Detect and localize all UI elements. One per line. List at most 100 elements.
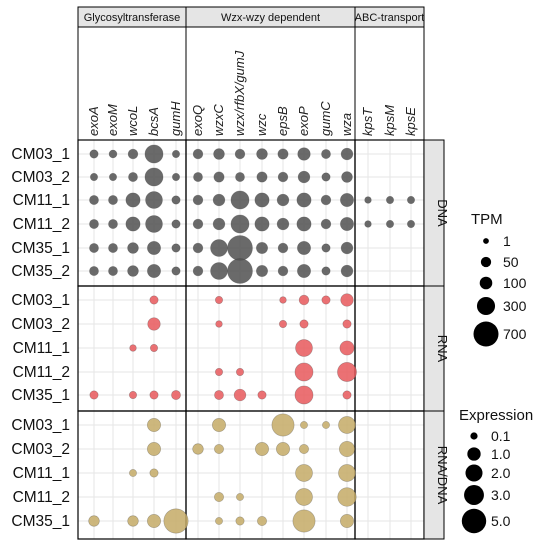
bubble-RNA-4-8 [257, 390, 267, 400]
bubble-RNA-0-3 [149, 295, 159, 305]
bubble-DNA-3-12 [340, 217, 354, 231]
gene-label: gumH [168, 101, 183, 136]
bubble-DNA-3-0 [89, 219, 99, 229]
gene-label: wza [339, 113, 354, 136]
tpm-legend-dot-4 [473, 321, 499, 347]
bubble-RNA-1-10 [299, 319, 309, 329]
gene-label: exoQ [190, 105, 205, 136]
gene-label: exoM [105, 104, 120, 136]
bubble-RNA/DNA-2-10 [295, 464, 313, 482]
bubble-DNA-5-10 [297, 264, 311, 278]
bubble-DNA-0-12 [340, 147, 354, 161]
bubble-RNA-3-6 [215, 367, 224, 376]
bubble-DNA-3-2 [125, 216, 141, 232]
bubble-DNA-4-2 [127, 242, 139, 254]
bubble-RNA-1-9 [278, 319, 287, 328]
bubble-DNA-4-6 [210, 239, 228, 257]
bubble-RNA/DNA-3-10 [295, 488, 313, 506]
bubble-DNA-5-6 [210, 262, 228, 280]
sample-label: CM03_1 [11, 417, 70, 434]
expr-legend-dot-1 [467, 447, 481, 461]
expr-legend-label: 0.1 [491, 428, 511, 444]
bubble-RNA-0-6 [215, 295, 224, 304]
bubble-DNA-2-12 [340, 193, 354, 207]
bubble-DNA-2-11 [320, 194, 332, 206]
bubble-DNA-2-9 [276, 193, 290, 207]
sample-label: CM11_2 [13, 216, 70, 233]
gene-label: kpsT [360, 107, 375, 136]
bubble-DNA-0-10 [297, 147, 311, 161]
bubble-RNA/DNA-1-12 [339, 441, 355, 457]
bubble-DNA-3-6 [212, 217, 226, 231]
bubble-RNA-4-0 [89, 390, 99, 400]
bubble-RNA/DNA-4-0 [88, 515, 100, 527]
expr-legend-title: Expression [459, 407, 533, 424]
bubble-RNA-4-10 [294, 385, 314, 405]
bubble-DNA-3-10 [296, 216, 312, 232]
sample-label: CM03_2 [11, 316, 70, 333]
bubble-DNA-5-9 [277, 265, 289, 277]
gene-label: wzxC [211, 104, 226, 136]
bubble-RNA/DNA-0-3 [147, 418, 161, 432]
bubble-RNA-3-10 [294, 362, 314, 382]
bubble-RNA/DNA-4-4 [163, 508, 189, 534]
bubble-DNA-1-1 [109, 173, 118, 182]
bubble-RNA-4-2 [129, 390, 138, 399]
bubble-DNA-4-8 [256, 242, 268, 254]
tpm-legend-label: 300 [503, 298, 527, 314]
bubble-DNA-4-4 [171, 243, 181, 253]
bubble-DNA-3-4 [171, 219, 181, 229]
bubble-RNA/DNA-2-3 [149, 468, 159, 478]
tpm-legend-dot-0 [483, 238, 489, 244]
sample-label: CM35_1 [11, 387, 70, 404]
bubble-RNA/DNA-1-8 [255, 442, 269, 456]
frame-layer [77, 6, 445, 540]
sample-label: CM11_1 [13, 340, 70, 357]
bubble-DNA-1-0 [90, 173, 99, 182]
bubble-DNA-1-6 [213, 171, 225, 183]
bubble-DNA-0-2 [127, 148, 139, 160]
bubble-DNA-3-14 [385, 220, 394, 229]
panel-box-2-1 [185, 410, 356, 540]
bubble-RNA-4-4 [171, 390, 181, 400]
bubble-DNA-5-2 [127, 265, 139, 277]
sample-label: CM11_2 [13, 489, 70, 506]
gene-label: kpsE [403, 107, 418, 136]
bubble-RNA/DNA-1-10 [299, 444, 309, 454]
gene-label: wzx/rfbX/gumJ [232, 50, 247, 136]
sample-label: CM11_1 [13, 192, 70, 209]
bubble-DNA-3-3 [145, 215, 163, 233]
bubble-DNA-0-5 [192, 148, 204, 160]
bubble-DNA-3-13 [364, 220, 372, 228]
bubble-DNA-3-11 [320, 218, 332, 230]
group-label: ABC-transport [355, 12, 425, 24]
bubble-RNA/DNA-0-9 [271, 413, 295, 437]
sample-label: CM11_1 [13, 465, 70, 482]
bubble-DNA-2-13 [364, 196, 372, 204]
sample-label: CM03_1 [11, 292, 70, 309]
bubble-RNA-3-12 [337, 362, 357, 382]
bubble-DNA-5-8 [256, 265, 268, 277]
tpm-legend-label: 100 [503, 275, 527, 291]
bubble-DNA-0-8 [256, 148, 268, 160]
bubble-RNA/DNA-3-7 [236, 493, 244, 501]
bubble-RNA/DNA-4-3 [147, 514, 161, 528]
gene-label: wzc [254, 113, 269, 136]
bubble-DNA-4-3 [147, 241, 161, 255]
tpm-legend-dot-3 [476, 296, 496, 316]
expr-legend-dot-2 [465, 464, 483, 482]
tpm-legend-label: 700 [503, 326, 527, 342]
bubble-RNA-1-12 [342, 319, 352, 329]
bubble-DNA-2-2 [125, 192, 141, 208]
bubble-DNA-5-0 [89, 266, 99, 276]
gene-label: exoA [86, 106, 101, 136]
tpm-legend-dot-2 [479, 276, 493, 290]
bubble-RNA-0-11 [321, 295, 331, 305]
bubble-DNA-1-5 [193, 172, 203, 182]
sample-label: CM03_2 [11, 169, 70, 186]
tpm-legend-label: 50 [503, 254, 519, 270]
bubble-DNA-5-7 [227, 258, 253, 284]
bubble-RNA-3-7 [236, 367, 245, 376]
bubble-DNA-4-9 [277, 242, 289, 254]
